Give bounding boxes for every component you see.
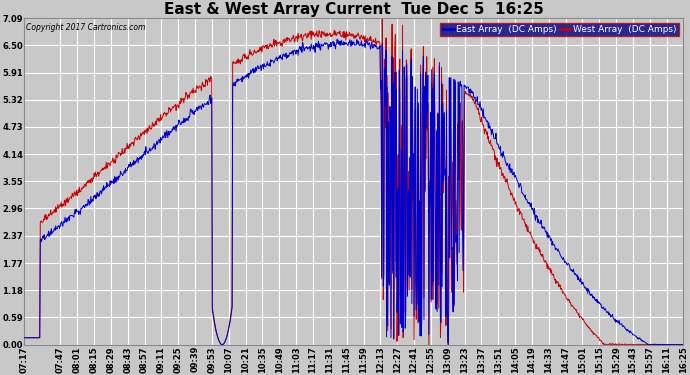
Legend: East Array  (DC Amps), West Array  (DC Amps): East Array (DC Amps), West Array (DC Amp… <box>440 23 679 36</box>
Text: Copyright 2017 Cartronics.com: Copyright 2017 Cartronics.com <box>26 23 145 32</box>
Title: East & West Array Current  Tue Dec 5  16:25: East & West Array Current Tue Dec 5 16:2… <box>164 2 544 17</box>
